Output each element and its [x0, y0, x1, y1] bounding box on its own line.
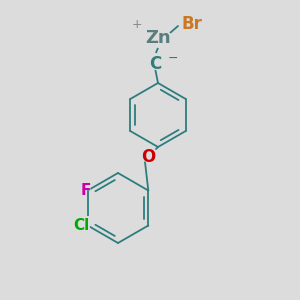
Text: −: − [168, 52, 178, 64]
Text: F: F [80, 182, 92, 200]
Text: C: C [149, 55, 161, 73]
Text: F: F [80, 183, 91, 198]
Text: C: C [148, 55, 162, 74]
Text: O: O [140, 148, 156, 166]
Text: Zn: Zn [145, 29, 171, 47]
Text: Br: Br [180, 14, 204, 34]
Text: Zn: Zn [143, 28, 173, 48]
Text: Cl: Cl [74, 218, 90, 233]
Text: Cl: Cl [72, 217, 92, 235]
Text: O: O [141, 148, 155, 166]
Text: Br: Br [182, 15, 203, 33]
Text: +: + [132, 19, 142, 32]
